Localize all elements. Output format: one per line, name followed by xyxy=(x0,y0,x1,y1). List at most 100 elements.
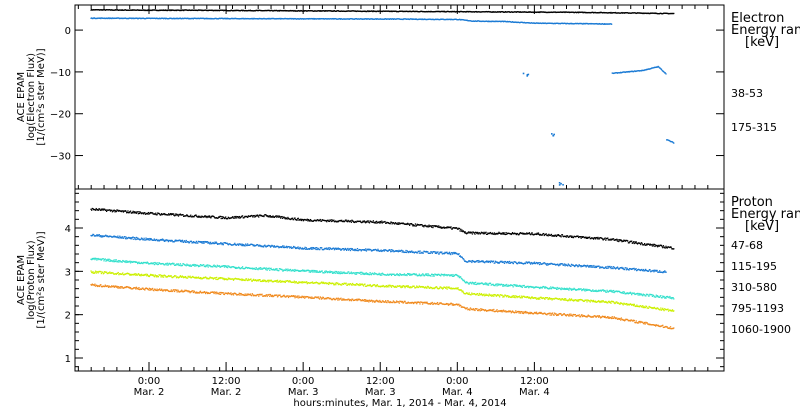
data-point xyxy=(408,274,411,276)
data-point xyxy=(494,284,496,287)
data-point xyxy=(585,288,587,290)
data-point xyxy=(665,271,667,273)
data-point xyxy=(171,239,173,242)
data-point xyxy=(411,250,413,252)
data-point xyxy=(410,274,412,276)
data-point xyxy=(561,287,563,289)
data-point xyxy=(336,271,338,273)
data-point xyxy=(539,262,541,264)
data-point xyxy=(167,264,169,266)
data-point xyxy=(654,245,656,248)
data-point xyxy=(325,219,327,222)
data-point xyxy=(317,282,319,284)
data-point xyxy=(305,248,307,250)
data-point xyxy=(126,260,128,262)
data-point xyxy=(493,233,495,235)
data-point xyxy=(331,271,333,273)
data-point xyxy=(431,252,433,254)
data-point xyxy=(252,278,255,281)
data-point xyxy=(564,288,566,291)
data-point xyxy=(636,243,639,245)
data-point xyxy=(489,261,492,264)
data-point xyxy=(264,245,267,247)
data-point xyxy=(221,277,224,279)
data-point xyxy=(461,278,463,280)
data-point xyxy=(290,246,292,248)
data-point xyxy=(262,246,265,248)
data-point xyxy=(662,247,664,249)
data-point xyxy=(343,271,345,273)
data-point xyxy=(633,267,635,270)
data-point xyxy=(547,235,549,237)
data-point xyxy=(643,243,646,245)
data-point xyxy=(138,211,140,213)
data-point xyxy=(119,260,121,262)
data-point xyxy=(372,272,374,274)
data-point xyxy=(350,271,352,273)
data-point xyxy=(216,266,218,268)
data-point xyxy=(537,233,539,235)
data-point xyxy=(617,239,619,241)
data-point xyxy=(586,264,589,267)
data-point xyxy=(626,292,628,294)
data-point xyxy=(116,236,118,239)
data-point xyxy=(283,216,285,218)
data-point xyxy=(258,267,261,269)
data-point xyxy=(216,264,218,267)
data-point xyxy=(463,231,465,233)
data-point xyxy=(311,281,314,283)
data-point xyxy=(174,213,176,215)
data-point xyxy=(643,268,645,271)
data-point xyxy=(557,264,559,266)
data-point xyxy=(497,283,499,285)
data-point xyxy=(508,260,511,263)
data-point xyxy=(425,273,427,275)
data-point xyxy=(227,218,229,220)
data-point xyxy=(434,225,436,227)
data-point xyxy=(170,214,173,216)
data-point xyxy=(113,235,115,237)
data-point xyxy=(562,183,564,186)
data-point xyxy=(554,263,556,265)
data-point xyxy=(162,239,164,241)
data-point xyxy=(347,247,349,250)
data-point xyxy=(412,224,415,226)
data-point xyxy=(592,237,594,239)
data-point xyxy=(545,233,547,235)
data-point xyxy=(332,271,334,273)
data-point xyxy=(635,241,637,243)
data-point xyxy=(220,242,223,244)
data-point xyxy=(215,278,217,281)
data-point xyxy=(127,210,129,212)
data-point xyxy=(96,208,99,211)
data-point xyxy=(274,268,277,270)
data-point xyxy=(440,252,442,254)
data-point xyxy=(661,245,663,248)
data-point xyxy=(384,220,386,223)
data-point xyxy=(404,251,407,253)
data-point xyxy=(520,286,523,288)
data-point xyxy=(200,242,203,244)
data-point xyxy=(577,265,580,267)
data-point xyxy=(377,273,380,276)
data-point xyxy=(638,294,641,296)
data-point xyxy=(313,271,315,273)
data-point xyxy=(436,274,439,276)
data-point xyxy=(536,262,538,264)
data-point xyxy=(102,271,104,273)
data-point xyxy=(397,222,399,224)
data-point xyxy=(282,270,285,272)
data-point xyxy=(160,213,163,215)
data-point xyxy=(658,245,661,247)
data-point xyxy=(557,288,559,290)
data-point xyxy=(366,272,369,275)
data-point xyxy=(350,247,352,250)
data-point xyxy=(105,271,108,273)
data-point xyxy=(477,283,479,285)
data-point xyxy=(640,293,643,295)
data-point xyxy=(226,265,228,267)
y-tick-label: −10 xyxy=(50,68,71,79)
data-point xyxy=(182,276,184,278)
data-point xyxy=(615,239,617,241)
data-point xyxy=(476,282,479,284)
